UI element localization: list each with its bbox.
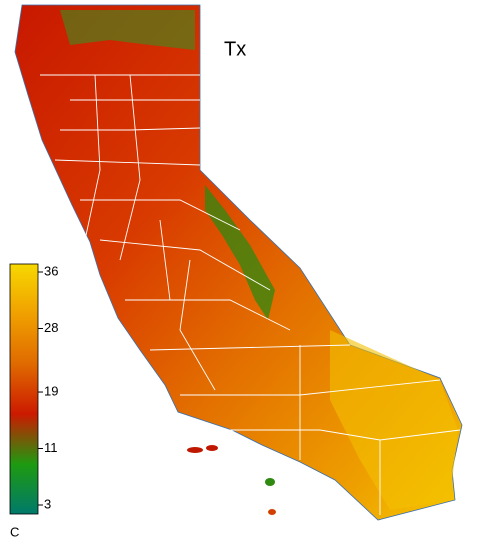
colorbar-tick-label: 3 [44, 496, 51, 511]
island [268, 509, 276, 515]
colorbar [9, 263, 39, 515]
colorbar-unit: C [10, 524, 19, 539]
colorbar-tick-label: 19 [44, 383, 58, 398]
map-title: Tx [224, 38, 246, 60]
desert-hot [330, 330, 458, 510]
island [206, 445, 218, 451]
island [265, 478, 275, 486]
colorbar-tick-label: 36 [44, 263, 58, 278]
island [187, 447, 203, 453]
county-lines [40, 74, 461, 515]
mountain-band [205, 185, 275, 320]
colorbar-tick-label: 28 [44, 320, 58, 335]
northern-mountains [60, 10, 195, 50]
colorbar-tick-label: 11 [44, 440, 58, 455]
california-map [14, 4, 463, 521]
